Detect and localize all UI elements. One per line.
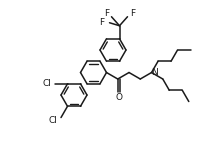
Text: Cl: Cl xyxy=(42,79,51,88)
Text: Cl: Cl xyxy=(49,116,57,125)
Text: N: N xyxy=(151,68,158,77)
Text: F: F xyxy=(130,9,135,18)
Text: F: F xyxy=(99,18,104,27)
Text: F: F xyxy=(104,9,109,18)
Text: O: O xyxy=(115,92,122,102)
